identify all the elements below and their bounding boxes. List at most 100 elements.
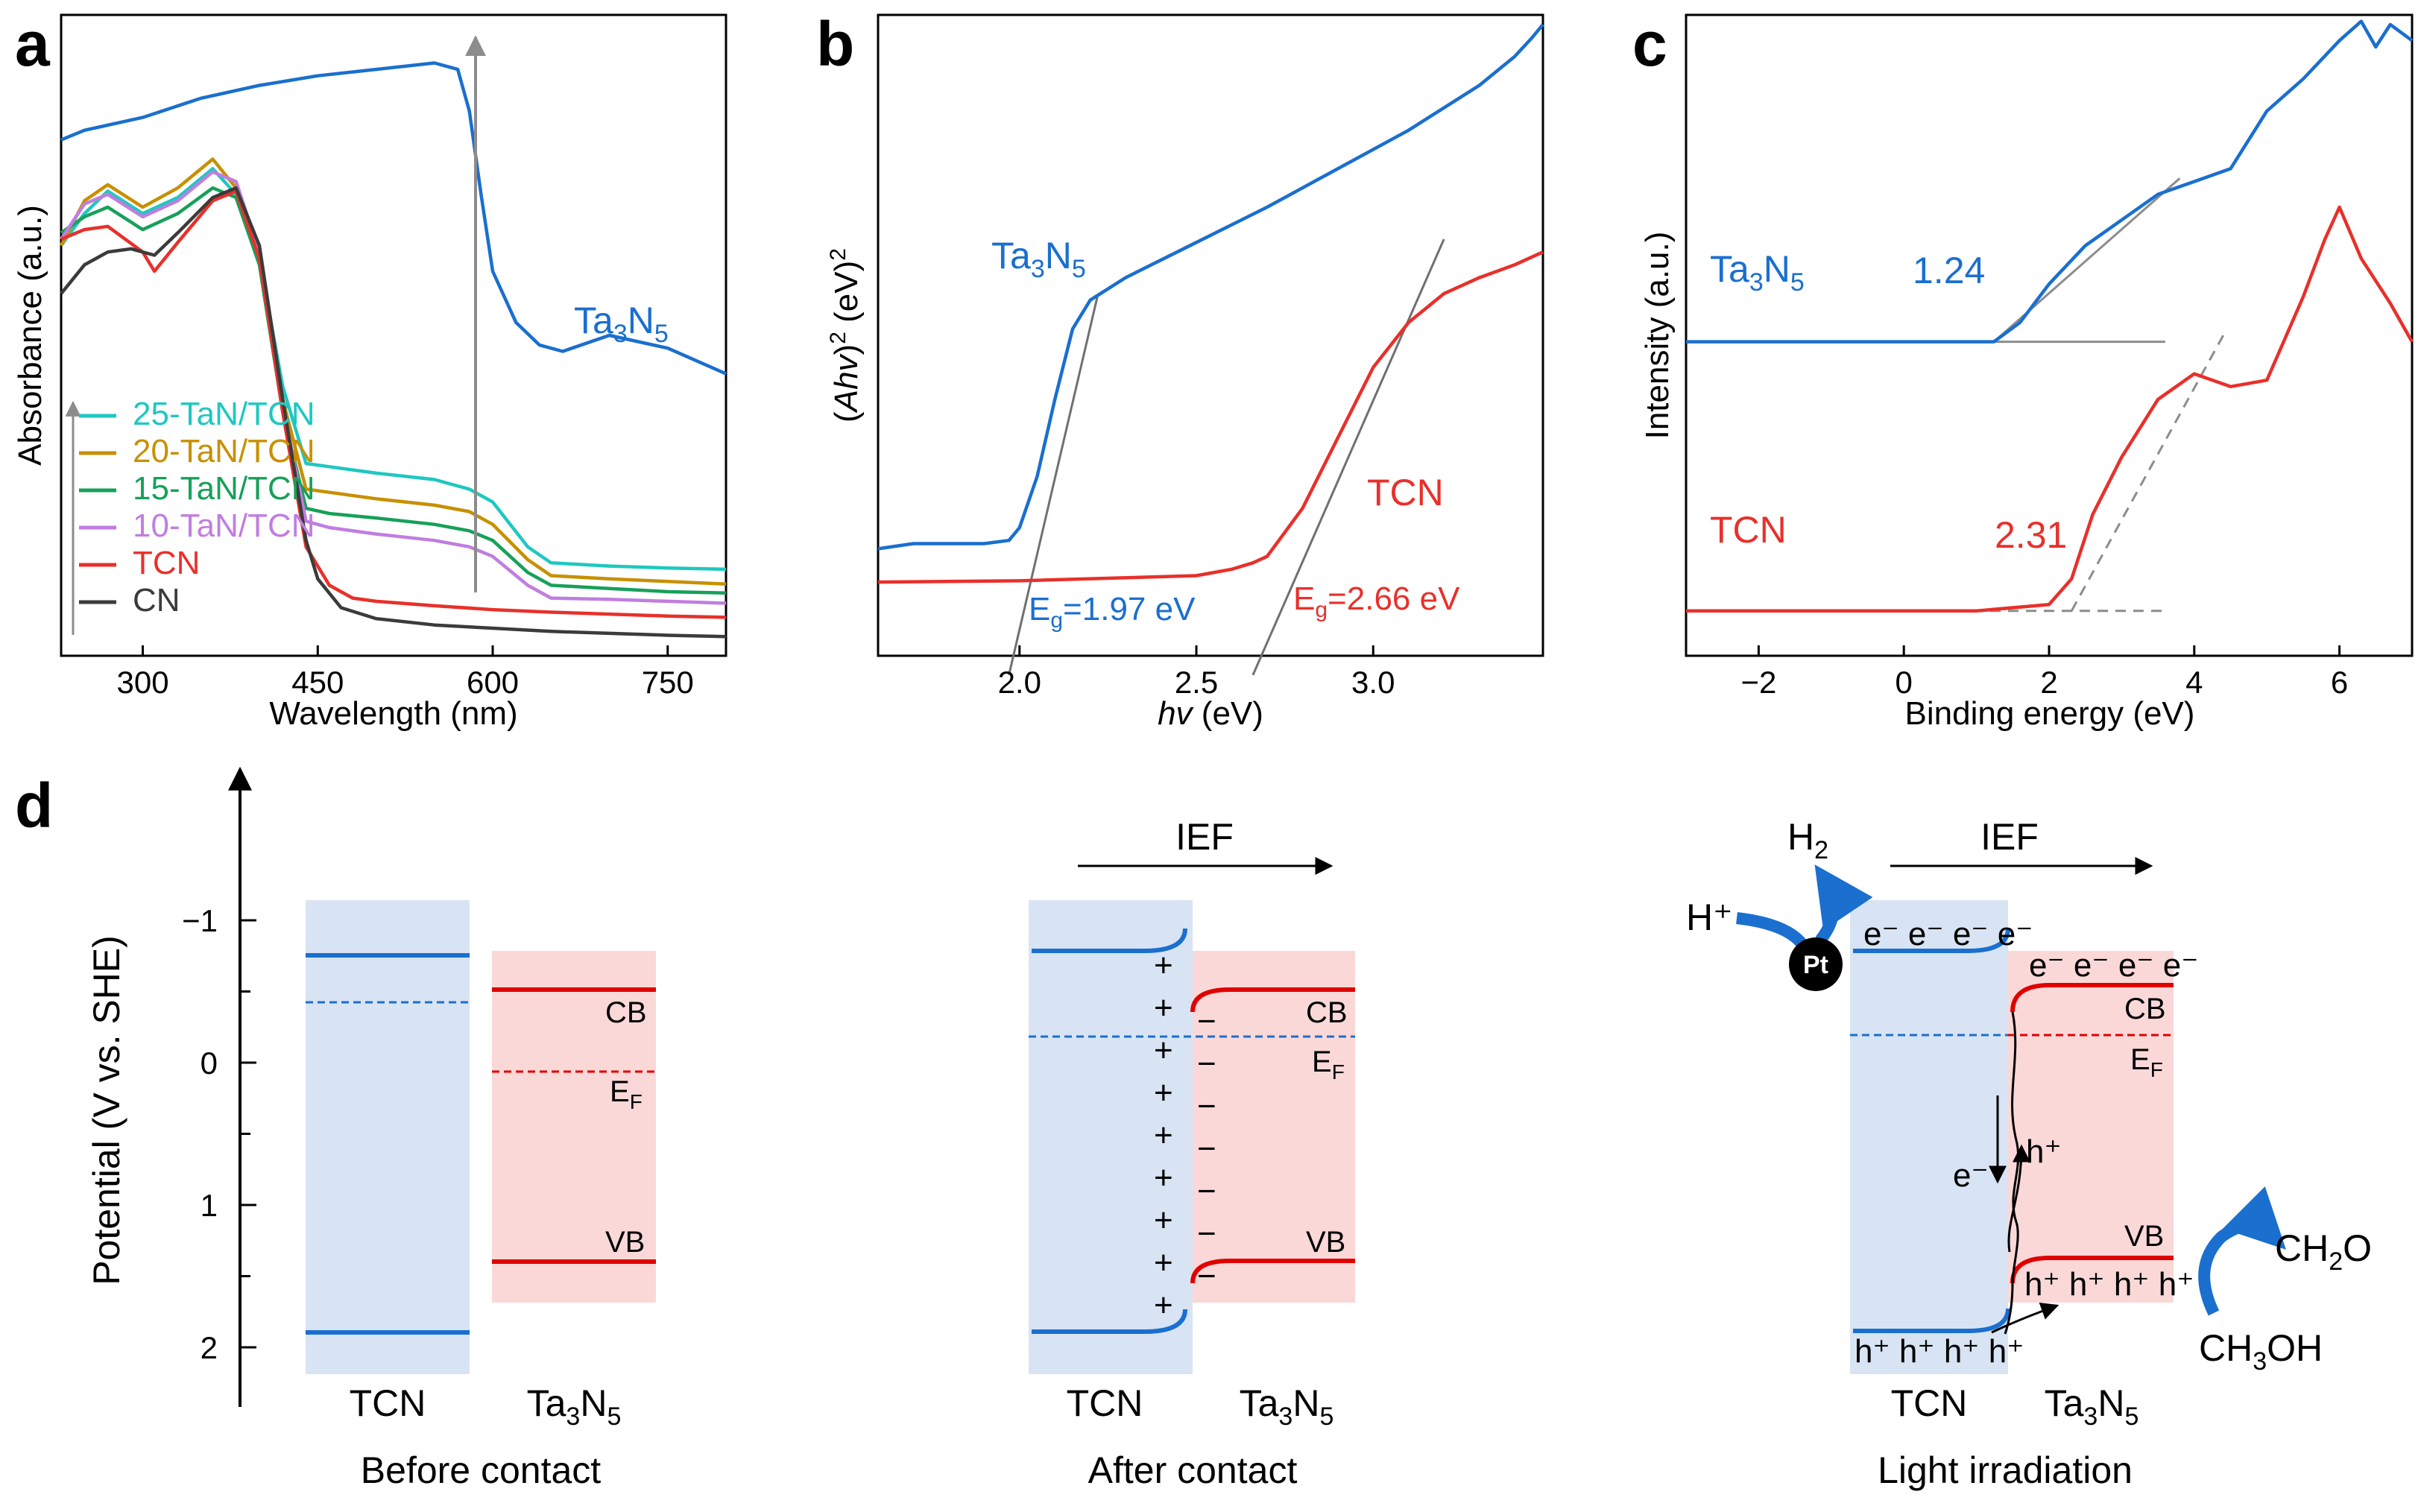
after-tcn-block bbox=[1029, 900, 1193, 1374]
after-cb-label: CB bbox=[1306, 996, 1348, 1029]
after-ta3n5-label: Ta3N5 bbox=[1240, 1382, 1334, 1431]
after-contact-diagram: IEF +++++++++−−−−−−− CB EF VB TCN Ta3N5 … bbox=[1029, 816, 1355, 1491]
panel-a-letter: a bbox=[15, 9, 51, 79]
panel-c-tcn-label: TCN bbox=[1710, 509, 1787, 551]
light-methanol-arrow bbox=[2198, 1186, 2286, 1316]
legend-item: 20-TaN/TCN bbox=[133, 433, 315, 469]
panel-b-series-ta3n5 bbox=[877, 23, 1544, 551]
platinum-label: Pt bbox=[1803, 951, 1828, 979]
before-cb-label: CB bbox=[605, 996, 647, 1029]
light-ch3oh-label: CH3OH bbox=[2199, 1327, 2323, 1376]
panel-a-ylabel: Absorbance (a.u.) bbox=[12, 205, 48, 466]
before-tcn-block bbox=[306, 900, 470, 1374]
negative-charge: − bbox=[1197, 1003, 1216, 1040]
platinum-particle bbox=[1789, 937, 1843, 991]
panel-c-vb-tcn: 2.31 bbox=[1995, 514, 2067, 556]
negative-charge: − bbox=[1197, 1258, 1216, 1294]
panel-d: d −1 0 1 2 Potential (V vs. SHE) CB EF VB T… bbox=[15, 766, 2372, 1491]
panel-b-fit-line bbox=[1008, 297, 1099, 676]
positive-charge: + bbox=[1154, 1160, 1173, 1196]
before-contact-caption: Before contact bbox=[361, 1449, 602, 1491]
legend-item: TCN bbox=[133, 545, 200, 581]
panel-b-eg-tcn: Eg=2.66 eV bbox=[1293, 581, 1460, 622]
panel-c-ta3n5-label: Ta3N5 bbox=[1710, 248, 1805, 297]
negative-charge: − bbox=[1197, 1088, 1216, 1124]
light-ief-label: IEF bbox=[1980, 816, 2039, 858]
after-ta3n5-vb bbox=[1190, 1259, 1355, 1284]
panel-a-ta3n5-label: Ta3N5 bbox=[574, 300, 669, 348]
positive-charge: + bbox=[1154, 1244, 1173, 1281]
light-hplus-curve bbox=[1736, 912, 1809, 950]
panel-a-xlabel: Wavelength (nm) bbox=[269, 695, 517, 732]
panel-a-frame bbox=[60, 13, 727, 657]
panel-c-xtick-label: −2 bbox=[1740, 665, 1776, 700]
panel-b-xlabel: hv (eV) bbox=[1158, 695, 1263, 732]
panel-a-legend: 25-TaN/TCN20-TaN/TCN15-TaN/TCN10-TaN/TCN… bbox=[79, 396, 315, 619]
panel-b-xtick-label: 3.0 bbox=[1351, 665, 1395, 700]
light-electron-label: e⁻ bbox=[1953, 1157, 1989, 1194]
panel-a-series-15-tan-tcn bbox=[60, 186, 727, 595]
panel-c: c −2 0 2 4 6 Ta3N5 1.24 TCN 2.31 Binding ene… bbox=[1632, 9, 2414, 732]
light-vb-label: VB bbox=[2124, 1220, 2164, 1253]
panel-d-ytick-label: −1 bbox=[182, 903, 218, 938]
panel-c-xtick-label: 6 bbox=[2331, 665, 2348, 700]
light-hole-label: h⁺ bbox=[2026, 1133, 2062, 1170]
panel-a-series-ta3n5 bbox=[60, 61, 727, 376]
panel-c-letter: c bbox=[1632, 9, 1667, 79]
light-hole-transfer-arrow bbox=[1991, 1303, 2059, 1334]
negative-charge: − bbox=[1197, 1046, 1216, 1082]
positive-charge: + bbox=[1154, 1117, 1173, 1154]
legend-item: 15-TaN/TCN bbox=[133, 470, 315, 507]
panel-c-frame bbox=[1685, 13, 2414, 657]
panel-b: b 2.0 2.5 3.0 Ta3N5 TCN Eg=1.97 eV Eg=2.66… bbox=[816, 9, 1544, 732]
panel-c-xtick-label: 4 bbox=[2185, 665, 2203, 700]
panel-a-series-10-tan-tcn bbox=[60, 170, 727, 605]
panel-a-xtick-label: 450 bbox=[291, 665, 344, 700]
legend-item: 10-TaN/TCN bbox=[133, 507, 315, 544]
light-ef-label: EF bbox=[2130, 1043, 2163, 1081]
panel-c-xtick-label: 0 bbox=[1896, 665, 1913, 700]
before-vb-label: VB bbox=[605, 1226, 645, 1259]
after-vb-label: VB bbox=[1306, 1226, 1345, 1259]
after-ta3n5-block bbox=[1193, 951, 1355, 1303]
negative-charge: − bbox=[1197, 1130, 1216, 1167]
positive-charge: + bbox=[1154, 1075, 1173, 1111]
light-h2-arrow bbox=[1814, 864, 1873, 944]
before-tcn-label: TCN bbox=[350, 1382, 426, 1424]
legend-item: CN bbox=[133, 582, 180, 619]
panel-a-xtick-label: 600 bbox=[467, 665, 519, 700]
light-ta3n5-label: Ta3N5 bbox=[2045, 1382, 2139, 1431]
after-ef-label: EF bbox=[1312, 1046, 1345, 1084]
panel-b-fit-line bbox=[1251, 238, 1445, 676]
before-ta3n5-block bbox=[492, 951, 656, 1303]
panel-b-ylabel: (Ahv)2 (eV)2 bbox=[826, 248, 865, 423]
panel-c-ta3n5-tangent bbox=[1992, 177, 2181, 343]
light-tcn-block bbox=[1850, 900, 2008, 1374]
panel-a-series-25-tan-tcn bbox=[60, 167, 727, 572]
light-hole-arrow bbox=[2007, 1144, 2030, 1253]
panel-d-ytick-label: 1 bbox=[201, 1188, 218, 1223]
panel-b-letter: b bbox=[816, 9, 854, 79]
after-ta3n5-cb bbox=[1190, 987, 1355, 1013]
positive-charge: + bbox=[1154, 1287, 1173, 1323]
panel-c-xtick-label: 2 bbox=[2040, 665, 2057, 700]
panel-a-series-20-tan-tcn bbox=[60, 157, 727, 586]
panel-c-xlabel: Binding energy (eV) bbox=[1905, 695, 2195, 732]
panel-a-xtick-label: 300 bbox=[117, 665, 169, 700]
panel-d-ylabel: Potential (V vs. SHE) bbox=[86, 935, 127, 1285]
after-tcn-cb bbox=[1032, 928, 1187, 953]
panel-b-tcn-label: TCN bbox=[1367, 472, 1444, 513]
light-tcn-label: TCN bbox=[1891, 1382, 1968, 1424]
panel-a-series-cn bbox=[60, 186, 727, 639]
after-tcn-label: TCN bbox=[1067, 1382, 1143, 1424]
panel-d-letter: d bbox=[15, 771, 53, 841]
after-contact-caption: After contact bbox=[1088, 1449, 1298, 1491]
negative-charge: − bbox=[1197, 1173, 1216, 1209]
light-tcn-vb bbox=[1853, 1308, 2010, 1333]
light-ta3n5-holes: h⁺ h⁺ h⁺ h⁺ bbox=[2024, 1266, 2194, 1303]
panel-c-series-ta3n5 bbox=[1686, 19, 2414, 344]
panel-a: a 300 450 600 750 Ta3N5 25-TaN/TCN20-TaN/TC… bbox=[12, 9, 727, 732]
panel-a-xtick-label: 750 bbox=[642, 665, 694, 700]
panel-b-eg-ta3n5: Eg=1.97 eV bbox=[1029, 591, 1196, 633]
